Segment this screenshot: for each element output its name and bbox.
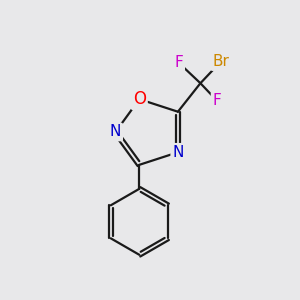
Text: N: N [110, 124, 121, 140]
Text: F: F [212, 93, 221, 108]
Text: N: N [172, 145, 184, 160]
Text: O: O [133, 90, 146, 108]
Text: Br: Br [212, 54, 229, 69]
Text: F: F [174, 55, 183, 70]
